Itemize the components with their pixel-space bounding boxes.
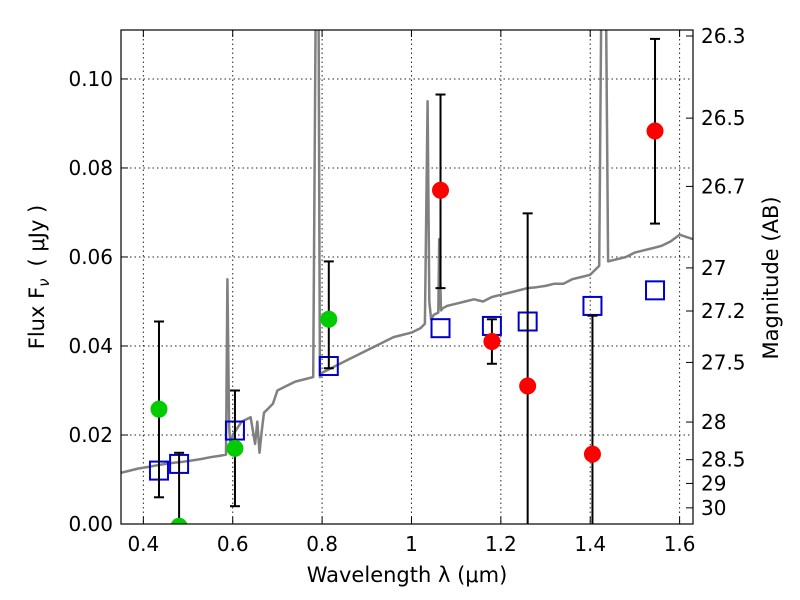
mag-tick-label: 30 — [701, 496, 726, 520]
axis-ticks: 0.4 0.6 0.8 1 1.2 1.4 1.6 0.00 0.02 0.04 0.06 0.08 0… — [68, 24, 745, 556]
y-tick-label: 0.06 — [68, 245, 113, 269]
x-axis-label: Wavelength λ (μm) — [307, 563, 508, 587]
x-tick-label: 0.8 — [306, 532, 338, 556]
y-tick-label: 0.08 — [68, 156, 113, 180]
y-tick-label: 0.00 — [68, 512, 113, 536]
model-photometry-square — [645, 280, 666, 301]
x-tick-label: 1.2 — [485, 532, 517, 556]
observed-hst-point — [646, 122, 664, 140]
y-axis-label: Flux Fν ( μJy ) — [25, 205, 53, 350]
mag-tick-label: 26.7 — [701, 174, 746, 198]
mag-tick-label: 26.3 — [701, 24, 746, 48]
y-tick-label: 0.02 — [68, 423, 113, 447]
x-tick-label: 1.6 — [664, 532, 696, 556]
mag-tick-label: 26.5 — [701, 106, 746, 130]
model-photometry-square — [430, 318, 451, 339]
mag-tick-label: 28 — [701, 410, 726, 434]
observed-hst-point — [483, 333, 501, 351]
mag-tick-label: 27 — [701, 256, 726, 280]
mag-tick-label: 27.5 — [701, 350, 746, 374]
mag-tick-label: 27.2 — [701, 299, 746, 323]
y-tick-label: 0.04 — [68, 334, 113, 358]
y-axis-label-unit: ( μJy ) — [25, 205, 49, 267]
x-tick-label: 0.6 — [217, 532, 249, 556]
mag-tick-label: 29 — [701, 471, 726, 495]
x-tick-label: 1.4 — [574, 532, 606, 556]
mag-tick-label: 28.5 — [701, 448, 746, 472]
observed-ground-point — [320, 310, 338, 328]
plot-area — [121, 30, 693, 524]
observed-ground-point — [226, 439, 244, 457]
observed-ground-point — [170, 517, 188, 524]
y2-axis-label: Magnitude (AB) — [759, 196, 783, 359]
observed-hst-point — [519, 377, 537, 395]
x-tick-label: 0.4 — [127, 532, 159, 556]
y-axis-label-main: Flux F — [25, 287, 49, 349]
observed-hst-point — [432, 181, 450, 199]
observed-ground-point — [150, 400, 168, 418]
observed-hst-point — [583, 445, 601, 463]
y-axis-label-sub: ν — [35, 278, 53, 286]
plot-frame — [120, 29, 694, 525]
x-tick-label: 1 — [405, 532, 418, 556]
y-tick-label: 0.10 — [68, 67, 113, 91]
sed-template-line — [121, 30, 693, 475]
